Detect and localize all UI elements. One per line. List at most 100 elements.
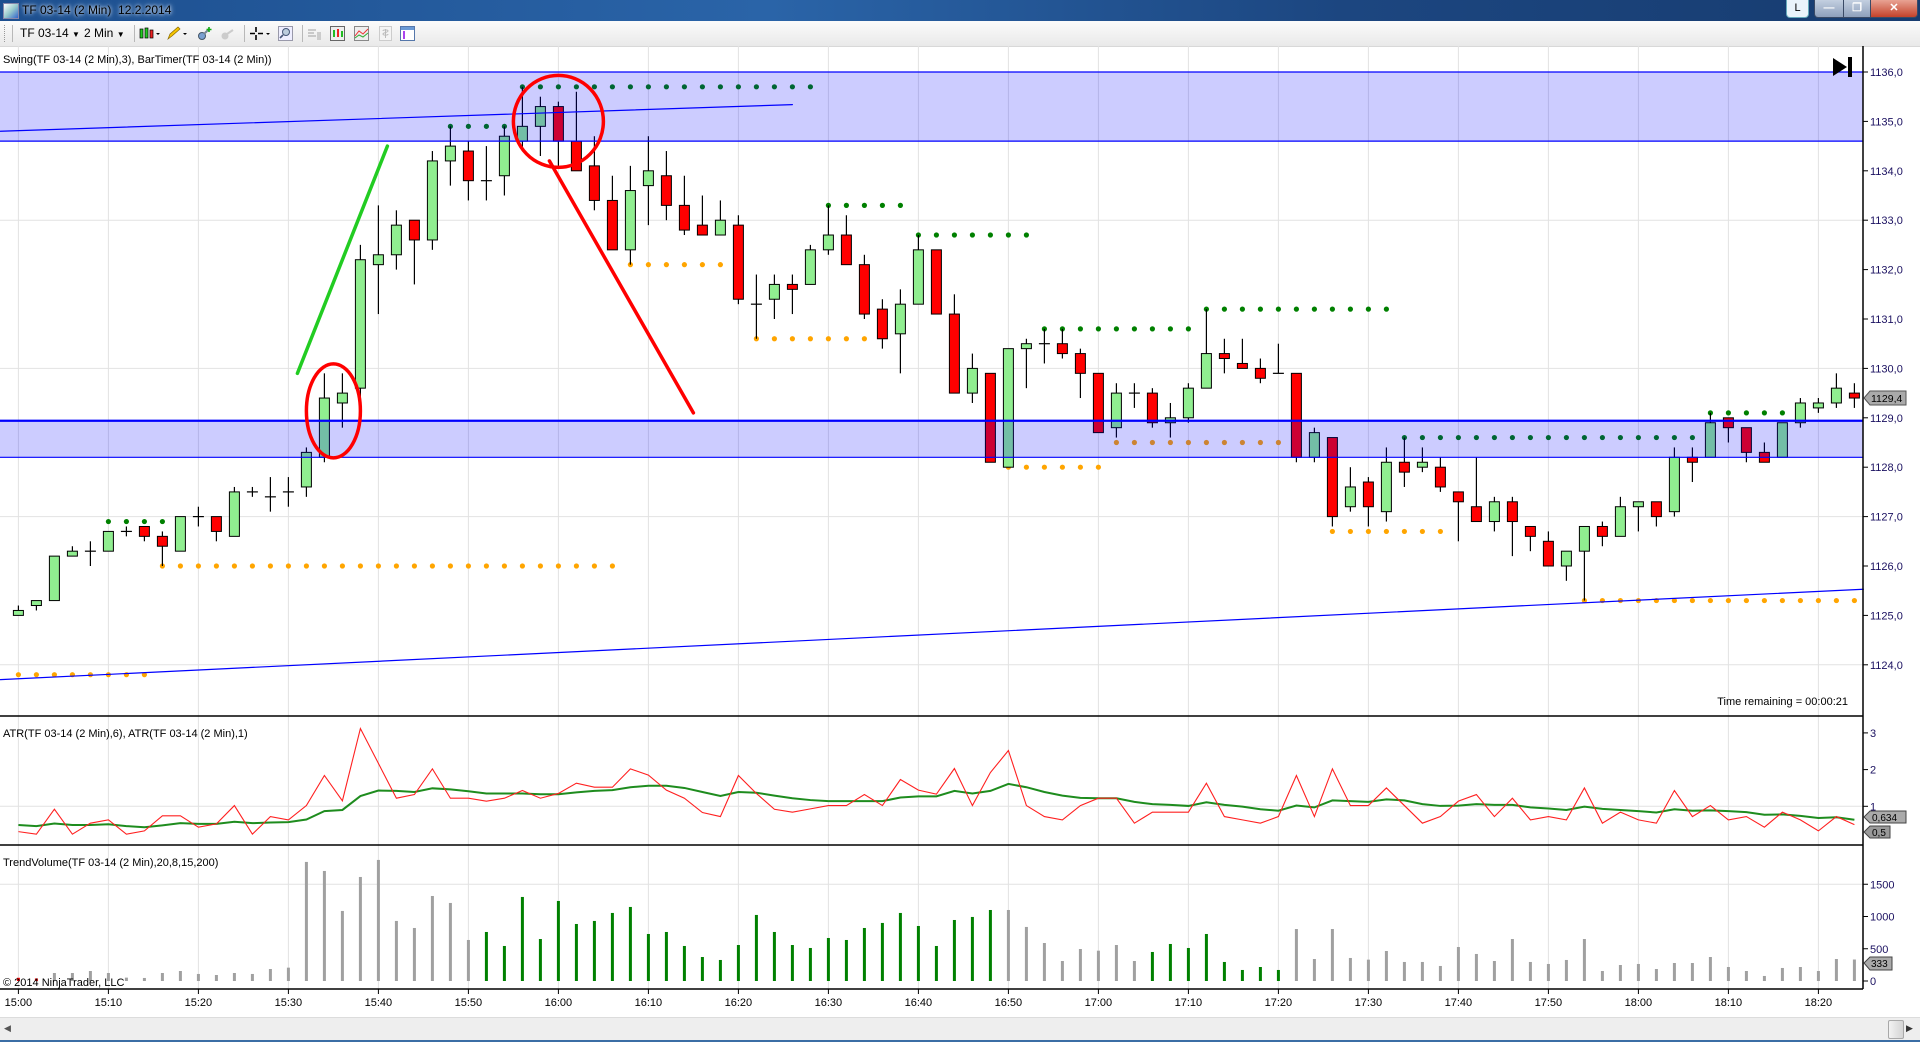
- down-candle: [462, 150, 474, 182]
- properties-icon[interactable]: [307, 26, 322, 41]
- swing-low-dot: [1815, 597, 1821, 604]
- swing-low-dot: [789, 336, 796, 342]
- last-price-value: 1129,4: [1871, 393, 1902, 405]
- crosshair-icon[interactable]: [249, 26, 271, 41]
- green-up-arrow-line[interactable]: [295, 144, 390, 376]
- swing-low-dot: [51, 672, 58, 678]
- swing-high-dot: [1653, 434, 1659, 441]
- volume-axis-label: 500: [1870, 944, 1888, 956]
- drawing-objects[interactable]: [0, 73, 1865, 681]
- swing-low-dot: [303, 563, 309, 569]
- breakout-circle[interactable]: [304, 362, 363, 460]
- minimize-button[interactable]: —: [1814, 0, 1844, 18]
- upper-trendline[interactable]: [0, 104, 794, 132]
- down-candle: [408, 219, 420, 241]
- swing-low-dot: [1635, 597, 1641, 604]
- swing-low-dot: [663, 262, 670, 268]
- swing-high-dot: [573, 84, 580, 90]
- volume-bar: [70, 973, 74, 981]
- down-candle: [1686, 456, 1698, 463]
- swing-low-dot: [231, 563, 237, 569]
- swing-low-dot: [69, 672, 75, 678]
- swing-low-dot: [1581, 597, 1587, 604]
- swing-low-dot: [375, 563, 381, 569]
- swing-high-dot: [465, 123, 471, 129]
- volume-bar: [754, 914, 758, 981]
- swing-low-dot: [1401, 528, 1407, 535]
- drawing-tool-icon[interactable]: [166, 26, 188, 41]
- volume-bar: [682, 945, 686, 981]
- price-axis-label: 1127,0: [1870, 512, 1903, 524]
- instrument-selector[interactable]: TF 03-14 ▼: [20, 25, 80, 42]
- time-axis-label: 16:40: [905, 997, 933, 1009]
- zoom-icon[interactable]: [278, 26, 293, 41]
- volume-bar: [1186, 947, 1190, 981]
- lower-trendline[interactable]: [0, 588, 1865, 681]
- swing-high-dot: [933, 232, 940, 238]
- swing-low-dot: [1725, 597, 1731, 604]
- volume-bar: [1078, 949, 1082, 981]
- time-axis-label: 17:20: [1265, 997, 1293, 1009]
- scroll-right-icon[interactable]: ▶: [1906, 1023, 1913, 1033]
- close-button[interactable]: ✕: [1870, 0, 1918, 18]
- red-down-arrow-line[interactable]: [547, 159, 696, 415]
- volume-bar: [1672, 963, 1676, 981]
- swing-low-dot: [141, 672, 147, 678]
- volume-bar: [898, 912, 902, 981]
- swing-high-dot: [1185, 326, 1191, 332]
- time-axis-label: 16:50: [995, 997, 1023, 1009]
- down-candle: [552, 106, 564, 142]
- up-candle: [102, 530, 114, 552]
- swing-low-dot: [1599, 597, 1605, 604]
- swing-high-dot: [735, 84, 742, 90]
- scroll-left-icon[interactable]: ◀: [4, 1023, 11, 1033]
- price-axis-label: 1128,0: [1870, 462, 1903, 474]
- swing-low-dot: [591, 563, 598, 569]
- up-candle: [12, 609, 24, 616]
- interval-selector[interactable]: 2 Min ▼: [84, 25, 125, 42]
- volume-bar: [52, 973, 56, 981]
- panel-icon[interactable]: [400, 26, 415, 41]
- price-axis-label: 1129,0: [1870, 413, 1903, 425]
- strategy-icon[interactable]: [219, 26, 237, 41]
- chart-style-icon[interactable]: [139, 26, 161, 41]
- chevron-down-icon: ▼: [116, 30, 125, 39]
- layout-button[interactable]: L: [1786, 0, 1809, 18]
- volume-bar: [664, 931, 668, 981]
- volume-bar: [628, 906, 632, 981]
- swing-low-dot: [861, 336, 868, 342]
- volume-bar: [970, 916, 974, 981]
- volume-bar: [16, 977, 20, 981]
- down-candle: [1236, 362, 1248, 369]
- horizontal-scrollbar[interactable]: ◀ ▶: [0, 1017, 1920, 1041]
- swing-high-dot: [141, 518, 147, 525]
- swing-low-dot: [771, 336, 778, 342]
- volume-bar: [358, 876, 362, 981]
- indicators-icon[interactable]: [354, 26, 369, 41]
- swing-low-dot: [1329, 528, 1335, 535]
- price-axis-label: 1136,0: [1870, 67, 1903, 79]
- scrollbar-thumb[interactable]: [1888, 1020, 1904, 1039]
- price-panel-label: Swing(TF 03-14 (2 Min),3), BarTimer(TF 0…: [3, 54, 272, 66]
- swing-low-dot: [609, 563, 616, 569]
- swing-low-dot: [1131, 439, 1137, 446]
- maximize-button[interactable]: ❐: [1843, 0, 1871, 18]
- volume-bar: [1618, 965, 1622, 981]
- up-candle: [894, 303, 906, 335]
- swing-low-dot: [681, 262, 688, 268]
- up-candle: [1002, 348, 1014, 468]
- toolbar-grip[interactable]: [4, 25, 6, 42]
- time-axis-label: 16:00: [545, 997, 573, 1009]
- top-circle[interactable]: [511, 73, 606, 170]
- add-indicator-icon[interactable]: [196, 26, 214, 41]
- order-icon[interactable]: [378, 26, 393, 41]
- scroll-to-end-button[interactable]: [1833, 57, 1852, 77]
- down-candle: [660, 175, 672, 206]
- volume-bar: [394, 920, 398, 981]
- time-axis-label: 18:20: [1805, 997, 1833, 1009]
- swing-high-dot: [717, 84, 724, 90]
- up-candle: [48, 555, 60, 602]
- data-box-icon[interactable]: [330, 26, 345, 41]
- swing-high-dot: [1707, 410, 1713, 416]
